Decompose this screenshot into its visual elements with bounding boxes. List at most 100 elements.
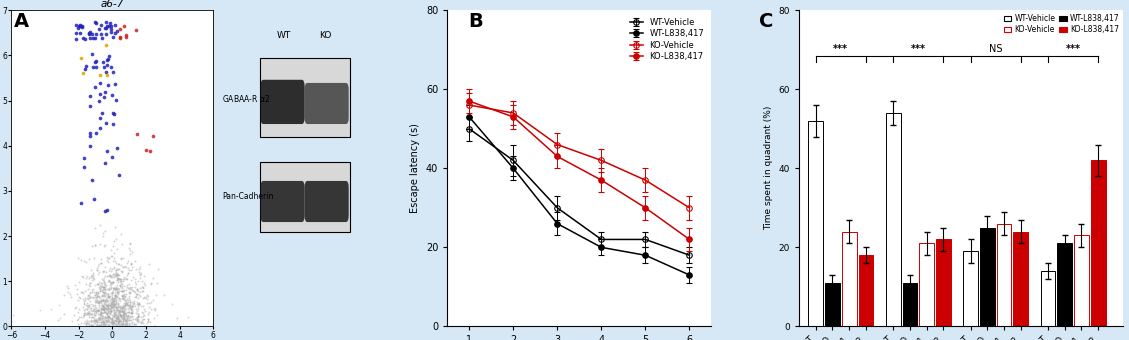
Point bbox=[115, 314, 133, 320]
Point bbox=[78, 318, 96, 323]
Point bbox=[132, 270, 150, 275]
Point bbox=[100, 308, 119, 313]
Point bbox=[106, 312, 124, 318]
Point bbox=[113, 323, 131, 329]
Point bbox=[95, 319, 113, 324]
Point bbox=[106, 314, 124, 320]
Point bbox=[110, 261, 128, 267]
Point bbox=[86, 59, 104, 65]
Point bbox=[82, 272, 100, 277]
Point bbox=[104, 319, 122, 324]
Point bbox=[81, 103, 99, 109]
Point bbox=[100, 310, 119, 316]
Point bbox=[134, 288, 152, 293]
Point bbox=[104, 244, 122, 249]
Point bbox=[82, 323, 100, 329]
Point bbox=[114, 308, 132, 314]
Point bbox=[80, 282, 98, 288]
Point bbox=[95, 285, 113, 290]
Point bbox=[102, 253, 120, 258]
Point bbox=[113, 282, 131, 287]
Point bbox=[78, 310, 96, 316]
Point bbox=[112, 304, 130, 309]
Point bbox=[99, 322, 117, 328]
Point bbox=[96, 228, 114, 234]
Point bbox=[133, 288, 151, 293]
Point bbox=[103, 296, 121, 301]
Point bbox=[95, 297, 113, 303]
Point bbox=[123, 310, 141, 316]
Point bbox=[103, 289, 121, 294]
Point bbox=[78, 296, 96, 301]
Point bbox=[100, 293, 119, 299]
Point bbox=[102, 318, 120, 324]
Point bbox=[102, 320, 120, 326]
Point bbox=[86, 318, 104, 323]
Point bbox=[94, 277, 112, 283]
Point bbox=[178, 315, 196, 320]
Point bbox=[111, 309, 129, 314]
Point bbox=[111, 26, 129, 32]
Point bbox=[121, 303, 139, 308]
Point bbox=[124, 275, 142, 280]
Point bbox=[129, 317, 147, 323]
Point bbox=[119, 303, 137, 309]
Point bbox=[80, 94, 98, 99]
Point bbox=[103, 302, 121, 307]
Point bbox=[82, 311, 100, 317]
Point bbox=[95, 65, 113, 70]
Point bbox=[98, 257, 116, 263]
Point bbox=[130, 301, 148, 306]
Point bbox=[103, 285, 121, 290]
Point bbox=[125, 284, 143, 290]
Point bbox=[104, 305, 122, 310]
Point bbox=[98, 311, 116, 317]
Point bbox=[100, 294, 119, 300]
Point bbox=[115, 305, 133, 310]
Point bbox=[138, 293, 156, 298]
Point bbox=[80, 275, 98, 281]
Point bbox=[96, 293, 114, 299]
Point bbox=[110, 323, 128, 328]
Bar bbox=[1091, 160, 1105, 326]
Point bbox=[79, 309, 97, 314]
Point bbox=[110, 318, 128, 323]
Point bbox=[100, 302, 119, 308]
Point bbox=[111, 283, 129, 288]
Point bbox=[85, 307, 103, 312]
Point bbox=[98, 254, 116, 259]
Point bbox=[123, 308, 141, 313]
Title: a6-7: a6-7 bbox=[100, 0, 124, 10]
Text: KO: KO bbox=[320, 31, 332, 40]
Point bbox=[107, 260, 125, 266]
Point bbox=[102, 282, 120, 287]
Point bbox=[96, 282, 114, 288]
Point bbox=[73, 23, 91, 29]
Point bbox=[80, 304, 98, 309]
Point bbox=[96, 321, 114, 326]
Point bbox=[75, 312, 93, 318]
Point bbox=[99, 295, 117, 301]
Point bbox=[90, 286, 108, 292]
Point bbox=[88, 319, 106, 324]
Point bbox=[90, 300, 108, 305]
Point bbox=[128, 28, 146, 33]
Point bbox=[85, 274, 103, 280]
Point bbox=[95, 322, 113, 327]
Point bbox=[129, 304, 147, 310]
Point bbox=[120, 298, 138, 303]
Point bbox=[104, 286, 122, 291]
Point bbox=[104, 320, 122, 325]
Point bbox=[107, 322, 125, 328]
Point bbox=[95, 305, 113, 310]
Point bbox=[89, 290, 107, 296]
Point bbox=[112, 296, 130, 302]
Point bbox=[107, 323, 125, 329]
Point bbox=[87, 291, 105, 296]
Point bbox=[99, 268, 117, 273]
Point bbox=[102, 283, 120, 288]
Point bbox=[110, 312, 128, 317]
Point bbox=[111, 278, 129, 283]
Point bbox=[89, 323, 107, 328]
Point bbox=[99, 260, 117, 265]
